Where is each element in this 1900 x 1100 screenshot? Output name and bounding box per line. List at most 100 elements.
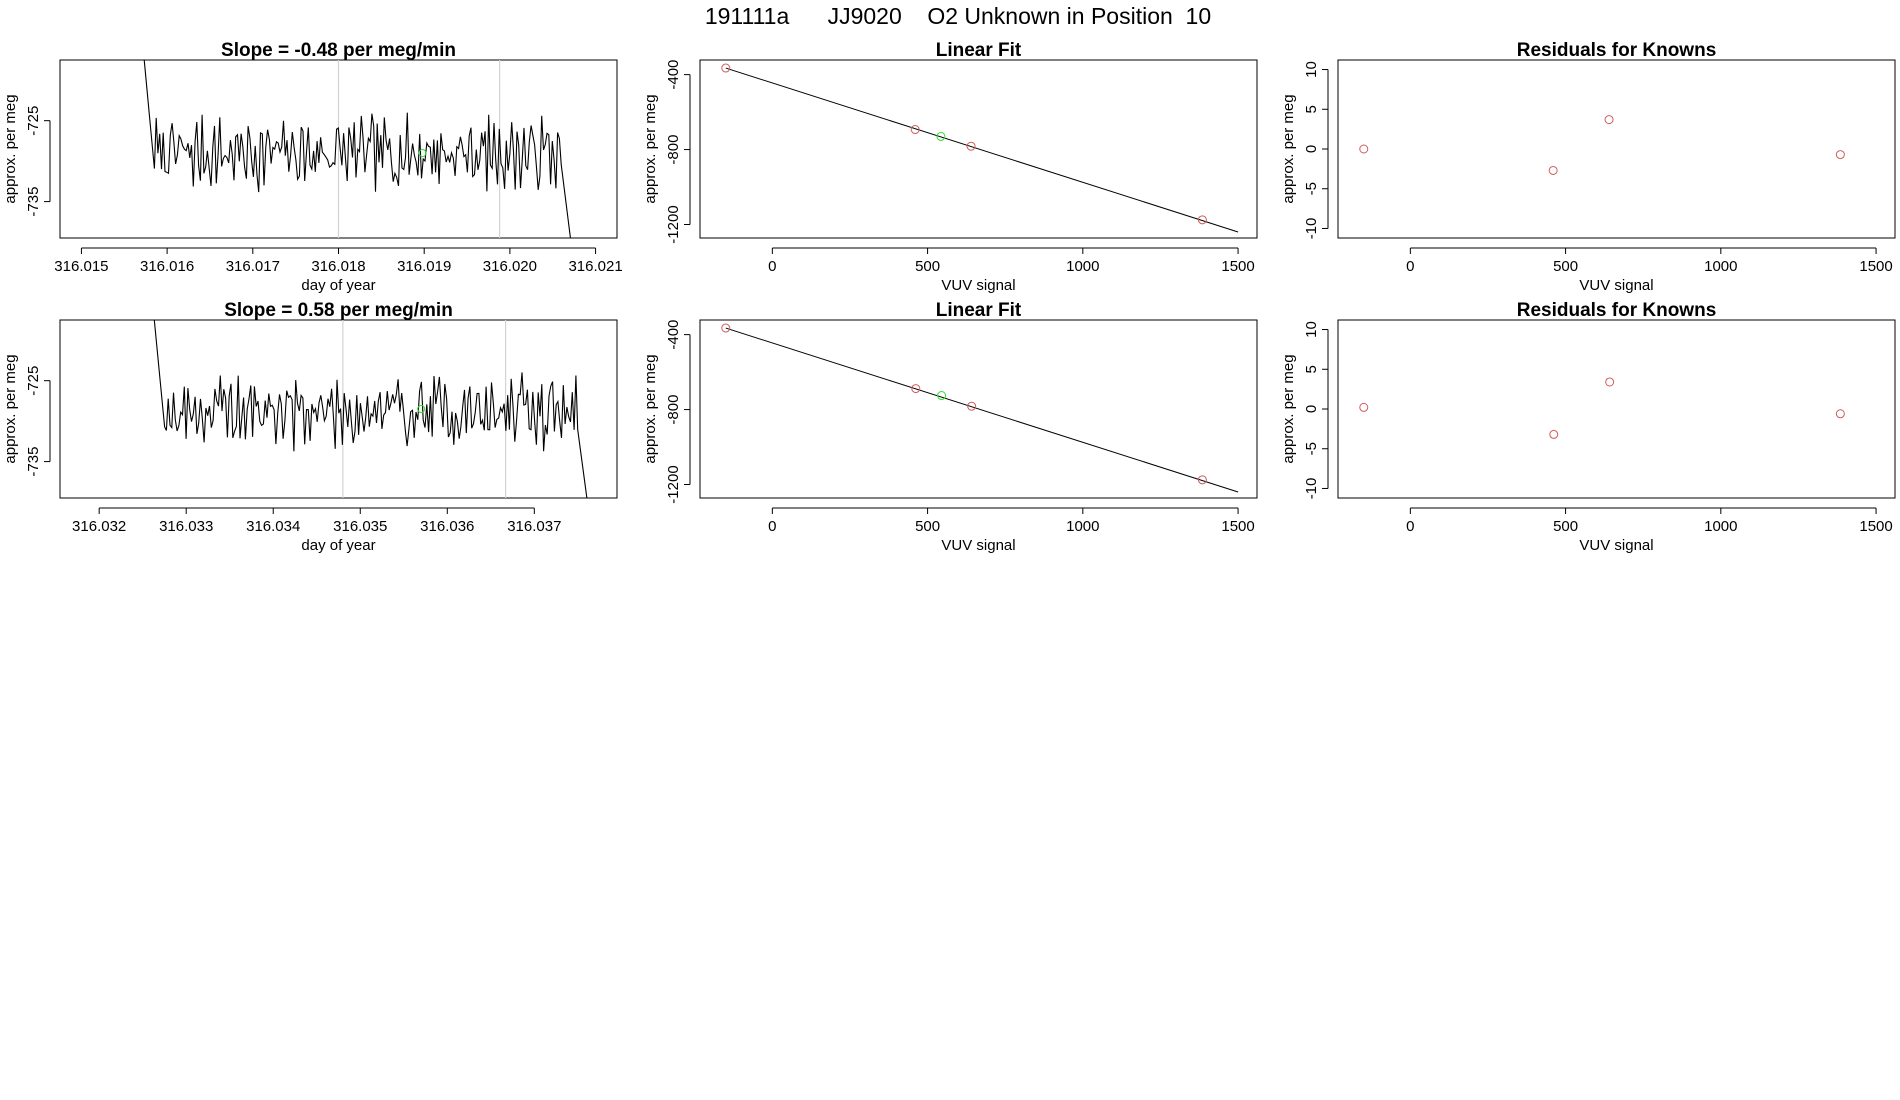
plot-area — [721, 63, 1239, 233]
panel-title: Slope = -0.48 per meg/min — [221, 40, 456, 61]
y-tick-label: -10 — [1303, 478, 1320, 500]
x-tick-label: 500 — [1553, 518, 1578, 535]
y-axis: -735 -725 — [25, 366, 51, 477]
x-tick-label: 0 — [768, 518, 776, 535]
x-axis-label: VUV signal — [1579, 277, 1653, 294]
y-axis-label: approx. per meg — [642, 354, 659, 463]
panel-5: Linear Fit 0 500 1000 1500 VUV signal -1200 -80… — [642, 300, 1258, 554]
y-axis: -10 -5 0 5 10 — [1303, 61, 1329, 239]
panel-title: Slope = 0.58 per meg/min — [224, 300, 453, 321]
x-axis-label: VUV signal — [1579, 537, 1653, 554]
y-axis-label: approx. per meg — [2, 94, 19, 203]
x-tick-label: 1000 — [1066, 518, 1099, 535]
y-axis-label: approx. per meg — [1280, 354, 1297, 463]
y-tick-label: -725 — [25, 366, 42, 396]
known-point — [966, 141, 976, 151]
known-point — [1197, 215, 1207, 225]
x-tick-label: 500 — [915, 258, 940, 275]
plot-frame — [699, 59, 1258, 239]
y-tick-label: 0 — [1303, 405, 1320, 413]
x-axis-label: day of year — [301, 537, 375, 554]
y-tick-label: -800 — [665, 395, 682, 425]
panel-6: Residuals for Knowns 0 500 1000 1500 VUV sign… — [1280, 300, 1896, 554]
x-tick-label: 316.018 — [311, 258, 365, 275]
figure-title: 191111a JJ9020 O2 Unknown in Position 10 — [705, 3, 1211, 29]
x-tick-label: 316.016 — [140, 258, 194, 275]
x-axis: 316.032 316.033 316.034 316.035 316.036 316.0… — [72, 507, 561, 535]
known-point — [1197, 475, 1207, 485]
panel-title: Residuals for Knowns — [1517, 40, 1717, 61]
x-tick-label: 316.036 — [420, 518, 474, 535]
plot-area — [153, 320, 588, 498]
plot-frame — [59, 319, 618, 499]
known-point — [1604, 115, 1614, 125]
y-axis-label: approx. per meg — [642, 94, 659, 203]
y-tick-label: -5 — [1303, 442, 1320, 455]
x-tick-label: 316.021 — [568, 258, 622, 275]
x-axis-label: VUV signal — [941, 277, 1015, 294]
y-axis-label: approx. per meg — [2, 354, 19, 463]
plot-area — [1359, 115, 1845, 175]
data-trace — [153, 320, 588, 498]
y-tick-label: 0 — [1303, 145, 1320, 153]
x-tick-label: 316.020 — [483, 258, 537, 275]
panel-title: Residuals for Knowns — [1517, 300, 1717, 321]
x-tick-label: 316.035 — [333, 518, 387, 535]
plot-area — [1359, 377, 1845, 439]
y-axis-label: approx. per meg — [1280, 94, 1297, 203]
y-tick-label: -735 — [25, 187, 42, 217]
x-tick-label: 0 — [1406, 258, 1414, 275]
y-tick-label: -400 — [665, 60, 682, 90]
x-axis: 0 500 1000 1500 — [768, 247, 1255, 275]
known-point — [1605, 377, 1615, 387]
x-tick-label: 1500 — [1221, 258, 1254, 275]
unknown-point — [417, 405, 426, 413]
y-tick-label: -400 — [665, 320, 682, 350]
panel-3: Residuals for Knowns 0 500 1000 1500 VUV sign… — [1280, 40, 1896, 294]
y-axis: -1200 -800 -400 — [665, 60, 691, 244]
x-axis: 0 500 1000 1500 — [768, 507, 1255, 535]
x-axis-label: VUV signal — [941, 537, 1015, 554]
x-tick-label: 1000 — [1704, 518, 1737, 535]
plot-area — [143, 60, 571, 238]
y-tick-label: -725 — [25, 106, 42, 136]
x-tick-label: 500 — [915, 518, 940, 535]
x-tick-label: 1500 — [1859, 258, 1892, 275]
x-axis: 316.015 316.016 316.017 316.018 316.019 316.0… — [54, 247, 623, 275]
x-axis: 0 500 1000 1500 — [1406, 247, 1893, 275]
fit-line — [725, 67, 1239, 233]
plot-frame — [699, 319, 1258, 499]
y-axis: -735 -725 — [25, 106, 51, 217]
known-point — [967, 401, 977, 411]
y-axis: -1200 -800 -400 — [665, 320, 691, 504]
x-tick-label: 1500 — [1859, 518, 1892, 535]
y-tick-label: 5 — [1303, 365, 1320, 373]
known-point — [721, 323, 731, 333]
fit-line — [725, 327, 1239, 493]
x-tick-label: 1000 — [1704, 258, 1737, 275]
known-point — [910, 125, 920, 135]
x-tick-label: 316.017 — [226, 258, 280, 275]
known-point — [1835, 409, 1845, 419]
y-axis: -10 -5 0 5 10 — [1303, 321, 1329, 500]
panel-title: Linear Fit — [936, 300, 1022, 321]
x-tick-label: 500 — [1553, 258, 1578, 275]
unknown-point — [418, 149, 427, 158]
y-tick-label: 10 — [1303, 61, 1320, 78]
x-tick-label: 0 — [1406, 518, 1414, 535]
x-tick-label: 316.034 — [246, 518, 300, 535]
x-axis: 0 500 1000 1500 — [1406, 507, 1893, 535]
data-trace — [143, 60, 571, 238]
known-point — [1359, 144, 1369, 154]
x-axis-label: day of year — [301, 277, 375, 294]
y-tick-label: -735 — [25, 447, 42, 477]
x-tick-label: 1500 — [1221, 518, 1254, 535]
x-tick-label: 316.019 — [397, 258, 451, 275]
y-tick-label: 10 — [1303, 321, 1320, 338]
panel-title: Linear Fit — [936, 40, 1022, 61]
known-point — [911, 384, 921, 394]
